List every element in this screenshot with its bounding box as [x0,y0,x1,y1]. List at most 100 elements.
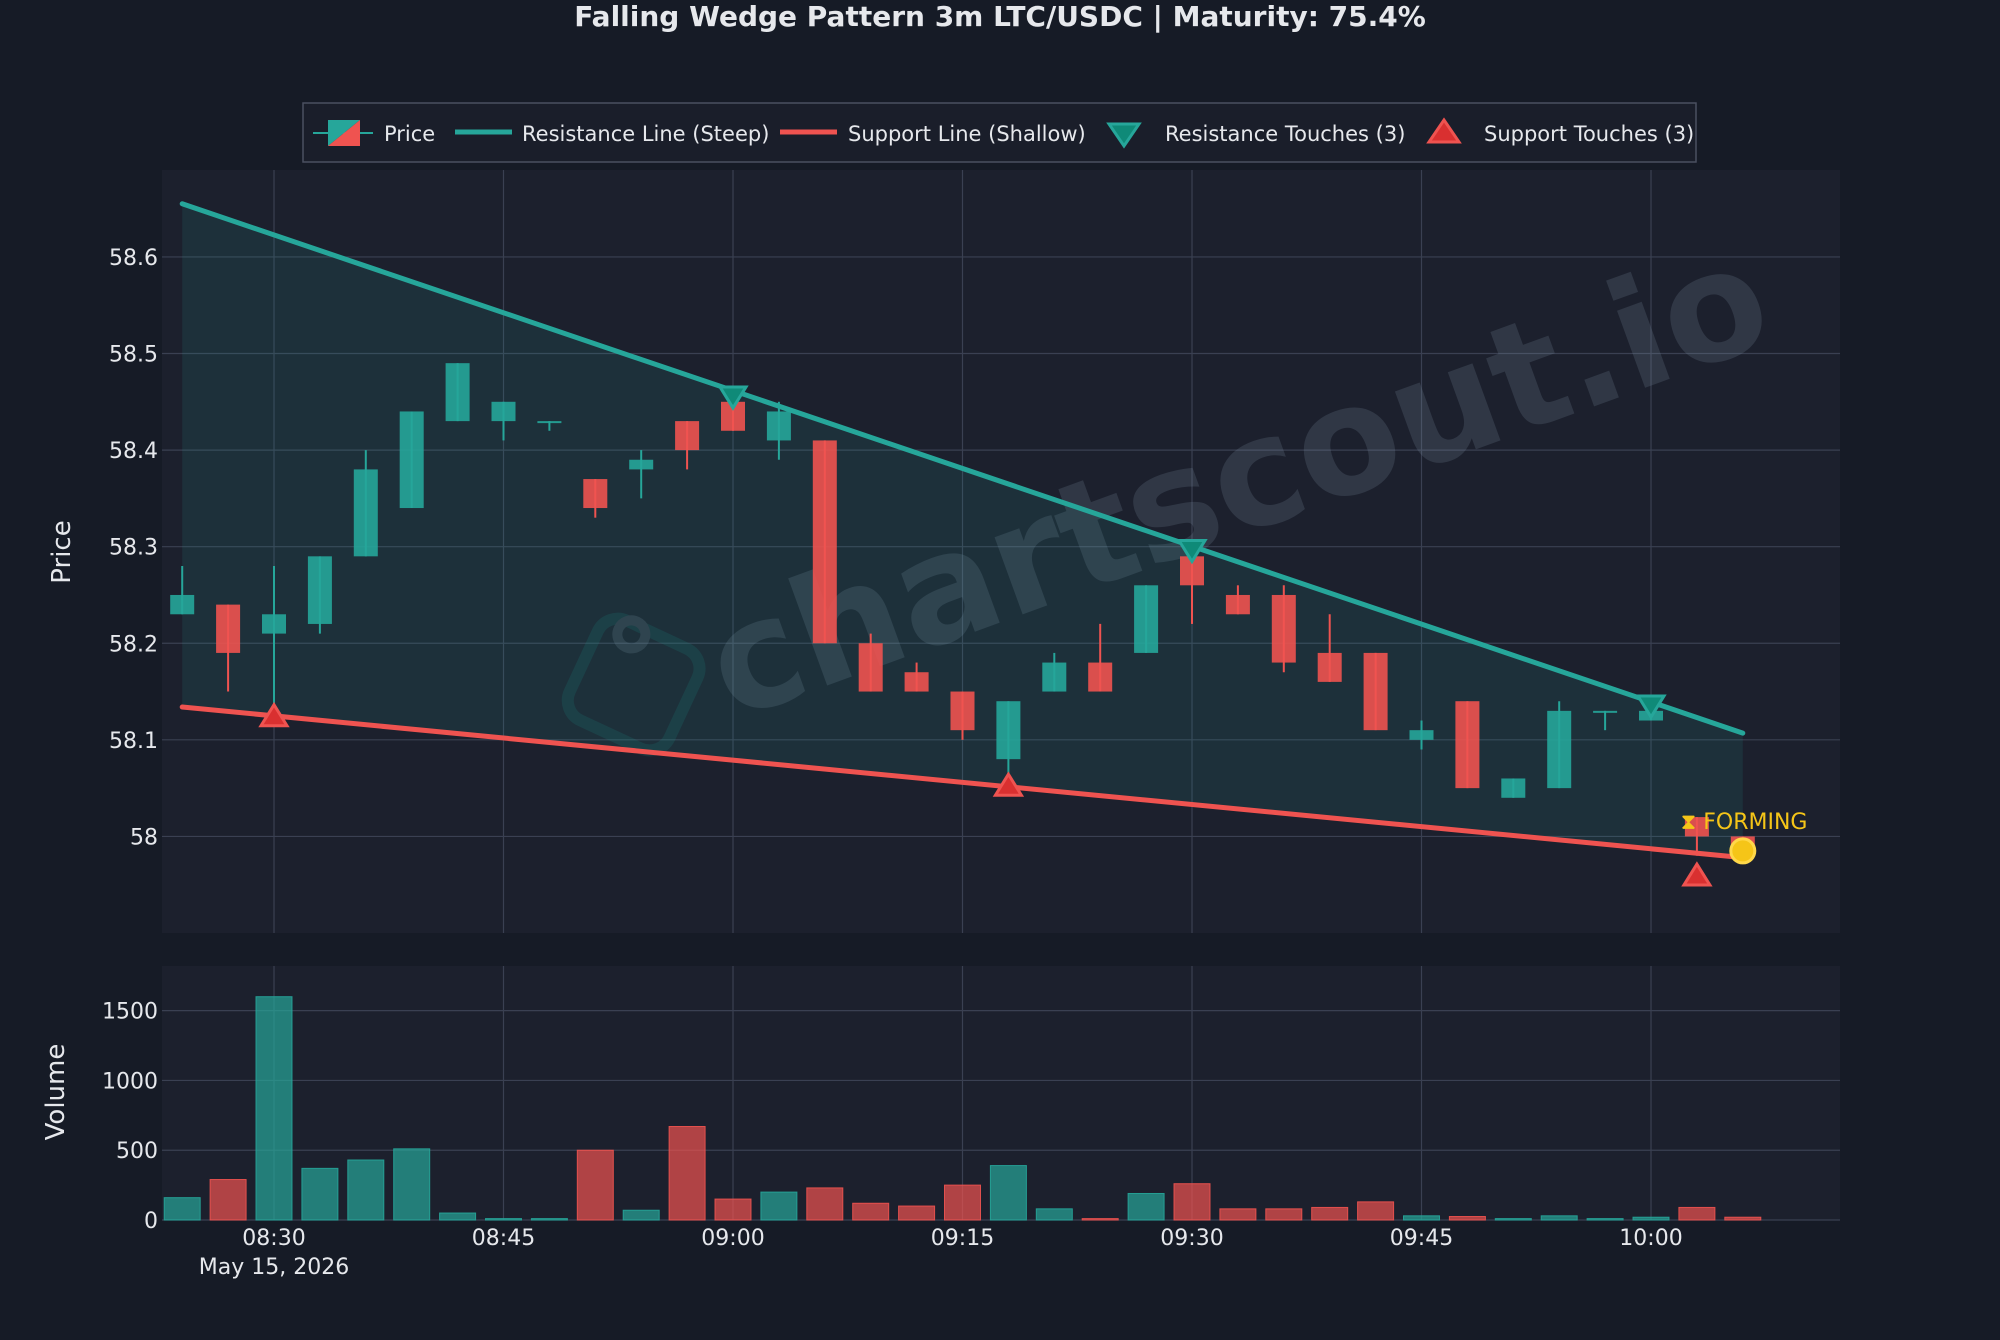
legend-label-support: Support Line (Shallow) [848,122,1086,146]
volume-bar-bearish [668,1125,706,1221]
candle-body [904,672,929,692]
legend-label-support-touches: Support Touches (3) [1484,122,1694,146]
volume-bar-bullish [1127,1192,1165,1221]
wedge-fill [182,203,1743,858]
price-y-tick-label: 58.6 [109,246,158,271]
candle-body [307,556,332,624]
x-tick-label: 09:15 [931,1226,994,1251]
candle-bullish [1134,585,1159,653]
candle-body [812,440,837,644]
forming-label: ⧗ FORMING [1681,810,1808,835]
candle-body [353,469,378,557]
candle-bullish [1501,778,1526,798]
candle-bullish [445,363,470,422]
volume-bar-bearish [1678,1206,1716,1221]
volume-bar-bullish [485,1218,522,1221]
price-y-tick-label: 58.1 [109,729,158,754]
candle-body [629,459,654,470]
candle-bearish [675,421,700,470]
volume-bar-bullish [1494,1218,1532,1221]
volume-bar-bullish [301,1167,339,1221]
legend: Price Resistance Line (Steep) Support Li… [302,102,1697,163]
candle-bullish [262,565,286,721]
volume-y-tick-label: 1000 [102,1069,158,1094]
candle-bearish [950,691,975,740]
candle-body [170,594,195,615]
candle-body [491,401,516,422]
candle-body [1455,701,1480,789]
legend-label-price: Price [384,122,435,146]
volume-bar-bullish [622,1209,660,1221]
candle-bullish [1547,701,1572,789]
price-axis-label: Price [47,520,77,583]
volume-y-tick-label: 0 [144,1209,158,1234]
candle-bearish [1088,623,1113,692]
candle-bullish [170,565,195,615]
down-triangle-icon [1106,122,1142,149]
legend-box [302,102,1697,163]
candle-body [399,411,424,509]
candle-bearish [812,440,837,644]
current-price-marker [1729,837,1757,865]
price-y-ticks: 58.6 58.5 58.4 58.3 58.2 58.1 58 [109,246,158,850]
volume-bar-bearish [209,1179,247,1221]
price-y-tick-label: 58.4 [109,439,158,464]
volume-bar-bearish [1357,1201,1395,1221]
support-touch-marker [992,771,1025,797]
legend-item-resistance: Resistance Line (Steep) [455,122,769,146]
up-triangle-icon [1426,117,1462,144]
price-y-tick-label: 58.2 [109,632,158,657]
candle-bearish [1317,614,1342,682]
volume-bar-bullish [1632,1216,1670,1221]
volume-bars [163,996,1762,1221]
volume-bar-bearish [1448,1216,1486,1221]
candle-body [216,604,241,653]
legend-item-support-touches: Support Touches (3) [1426,117,1694,146]
volume-bar-bearish [714,1198,752,1221]
x-tick-label: 09:45 [1390,1226,1453,1251]
legend-item-resistance-touches: Resistance Touches (3) [1106,122,1405,149]
candle-bullish [1409,720,1434,750]
candle-body [1684,817,1709,837]
volume-bar-bullish [530,1218,568,1221]
candle-bearish [1363,652,1388,731]
touch-markers [258,385,1713,887]
volume-panel: 1500 1000 500 0 Volume [41,966,1840,1234]
candle-body [1225,594,1250,615]
chart-title: Falling Wedge Pattern 3m LTC/USDC | Matu… [574,0,1426,33]
candle-body [858,643,883,692]
volume-bar-bullish [760,1191,798,1221]
candle-bearish [1225,585,1250,615]
volume-bar-bearish [852,1202,890,1221]
volume-y-ticks: 1500 1000 500 0 [102,1000,158,1234]
candle-bullish [399,411,424,509]
candle-body [1501,778,1526,798]
candle-body [996,701,1021,760]
volume-bar-bearish [1311,1206,1349,1221]
x-tick-label: 08:30 [242,1226,305,1251]
candle-body [1547,710,1572,789]
resistance-touch-marker [1635,694,1667,720]
candle-bearish [1684,817,1709,856]
candle-body [537,421,562,424]
volume-axis-label: Volume [41,1044,71,1141]
watermark-logo-icon [561,612,706,757]
candle-body [1317,652,1342,682]
volume-bar-bearish [576,1149,614,1221]
candle-bearish [904,662,929,692]
candle-bearish [858,633,883,692]
candle-bullish [1042,652,1067,692]
x-tick-label: 09:00 [701,1226,764,1251]
volume-bar-bullish [989,1165,1027,1221]
candle-body [1409,730,1434,740]
volume-bar-bullish [393,1148,431,1221]
candle-body [262,614,286,634]
support-touch-marker [1681,861,1713,887]
volume-bar-bearish [898,1205,936,1221]
price-panel-background [162,170,1840,933]
candle-bullish [491,401,516,441]
volume-bar-bullish [163,1197,201,1221]
price-y-tick-label: 58 [130,825,158,850]
